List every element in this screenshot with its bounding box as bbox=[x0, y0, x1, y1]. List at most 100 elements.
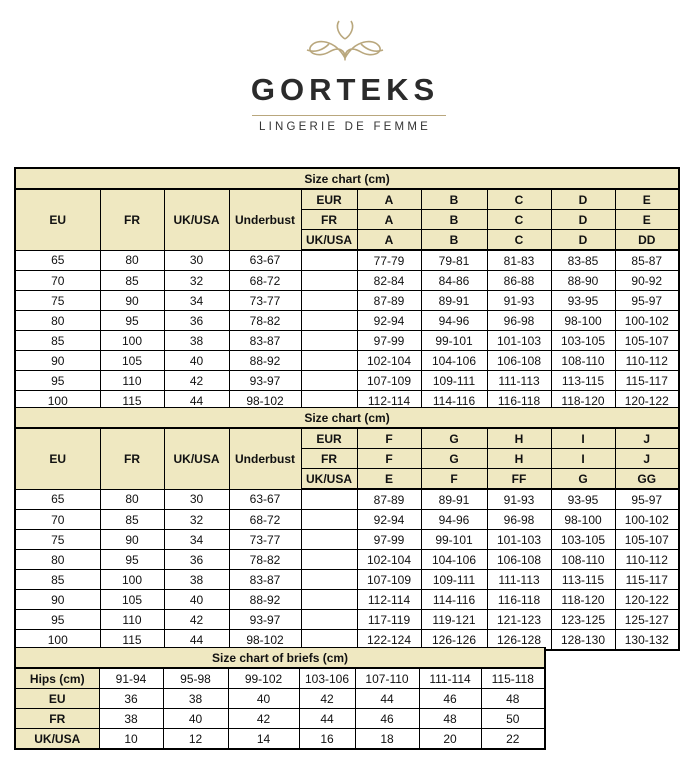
table-cell: 80 bbox=[14, 549, 101, 570]
table-cell: 42 bbox=[227, 708, 300, 729]
table-cell: 112-114 bbox=[356, 390, 422, 412]
table-cell: 89-91 bbox=[420, 290, 488, 311]
cup-size-header: J bbox=[614, 448, 680, 469]
table-cell: 14 bbox=[227, 728, 300, 750]
table-cell: 90-92 bbox=[614, 270, 680, 291]
table-cell: 79-81 bbox=[420, 249, 488, 271]
table-cell: 32 bbox=[163, 270, 230, 291]
table-cell: 63-67 bbox=[228, 249, 302, 271]
table-row: 100 115 44 98-102 122-124 126-126 126-128 128-1… bbox=[14, 629, 680, 651]
row-header: Hips (cm) bbox=[14, 667, 100, 689]
table-cell: 111-113 bbox=[486, 370, 552, 391]
table-cell: 42 bbox=[163, 370, 230, 391]
table-cell: 98-100 bbox=[550, 310, 616, 331]
table-cell: 113-115 bbox=[550, 569, 616, 590]
table-cell: 78-82 bbox=[228, 310, 302, 331]
empty-cell bbox=[300, 509, 358, 530]
table-cell: 115 bbox=[99, 390, 165, 412]
table-cell: 89-91 bbox=[420, 488, 488, 510]
empty-cell bbox=[300, 310, 358, 331]
table-row: EU 36 38 40 42 44 46 48 bbox=[14, 688, 546, 709]
table-cell: 95-98 bbox=[162, 667, 229, 689]
table-cell: 93-95 bbox=[550, 290, 616, 311]
ornament-icon bbox=[306, 20, 384, 62]
table-cell: 70 bbox=[14, 270, 101, 291]
table-title: Size chart (cm) bbox=[14, 407, 680, 429]
cup-system-label: FR bbox=[300, 209, 358, 230]
table-cell: 110-112 bbox=[614, 549, 680, 570]
table-cell: 90 bbox=[99, 529, 165, 550]
table-row: 80 95 36 78-82 102-104 104-106 106-108 108-110 1… bbox=[14, 549, 680, 570]
cup-size-header: G bbox=[550, 468, 616, 490]
table-cell: 48 bbox=[480, 688, 546, 709]
table-cell: 87-89 bbox=[356, 290, 422, 311]
table-cell: 16 bbox=[298, 728, 356, 750]
cup-size-header: I bbox=[550, 427, 616, 449]
table-cell: 83-87 bbox=[228, 330, 302, 351]
table-cell: 95 bbox=[14, 609, 101, 630]
table-cell: 92-94 bbox=[356, 310, 422, 331]
table-cell: 119-121 bbox=[420, 609, 488, 630]
cup-system-label: EUR bbox=[300, 427, 358, 449]
table-cell: 115-117 bbox=[614, 569, 680, 590]
table-cell: 70 bbox=[14, 509, 101, 530]
cup-size-header: G bbox=[420, 427, 488, 449]
table-row: 75 90 34 73-77 97-99 99-101 101-103 103-105 105-… bbox=[14, 529, 680, 550]
cup-size-header: F bbox=[356, 448, 422, 469]
table-row: 65 80 30 63-67 87-89 89-91 91-93 93-95 95-97 bbox=[14, 488, 680, 510]
table-cell: 100-102 bbox=[614, 310, 680, 331]
column-header: EU bbox=[14, 427, 101, 490]
table-cell: 100-102 bbox=[614, 509, 680, 530]
table-cell: 73-77 bbox=[228, 529, 302, 550]
table-cell: 46 bbox=[354, 708, 420, 729]
cup-size-header: C bbox=[486, 188, 552, 210]
table-cell: 99-102 bbox=[227, 667, 300, 689]
empty-cell bbox=[300, 589, 358, 610]
table-cell: 78-82 bbox=[228, 549, 302, 570]
table-cell: 109-111 bbox=[420, 569, 488, 590]
logo-divider bbox=[252, 115, 446, 116]
table-cell: 123-125 bbox=[550, 609, 616, 630]
table-row: 85 100 38 83-87 97-99 99-101 101-103 103-105 105… bbox=[14, 330, 680, 351]
table-cell: 88-92 bbox=[228, 589, 302, 610]
table-cell: 126-128 bbox=[486, 629, 552, 651]
table-cell: 97-99 bbox=[356, 330, 422, 351]
cup-size-header: G bbox=[420, 448, 488, 469]
bra-size-table-2: Size chart (cm) EU FR UK/USA Underbust EUR F G H… bbox=[14, 407, 681, 651]
table-title: Size chart of briefs (cm) bbox=[14, 647, 546, 669]
table-cell: 85-87 bbox=[614, 249, 680, 271]
table-cell: 97-99 bbox=[356, 529, 422, 550]
empty-cell bbox=[300, 290, 358, 311]
table-cell: 68-72 bbox=[228, 509, 302, 530]
table-cell: 93-95 bbox=[550, 488, 616, 510]
column-header: EU bbox=[14, 188, 101, 251]
table-cell: 105 bbox=[99, 350, 165, 371]
column-header: FR bbox=[99, 427, 165, 490]
empty-cell bbox=[300, 529, 358, 550]
table-cell: 104-106 bbox=[420, 350, 488, 371]
table-cell: 104-106 bbox=[420, 549, 488, 570]
cup-size-header: DD bbox=[614, 229, 680, 251]
brand-name: GORTEKS bbox=[250, 72, 440, 107]
table-row: Hips (cm) 91-94 95-98 99-102 103-106 107-110 1… bbox=[14, 667, 546, 689]
cup-size-header: B bbox=[420, 209, 488, 230]
table-cell: 95 bbox=[99, 549, 165, 570]
brand-tagline: LINGERIE DE FEMME bbox=[259, 121, 431, 133]
table-cell: 95-97 bbox=[614, 488, 680, 510]
table-cell: 36 bbox=[163, 549, 230, 570]
table-cell: 82-84 bbox=[356, 270, 422, 291]
table-row: 95 110 42 93-97 107-109 109-111 111-113 113-115… bbox=[14, 370, 680, 391]
table-cell: 88-92 bbox=[228, 350, 302, 371]
table-row: 70 85 32 68-72 82-84 84-86 86-88 88-90 90-92 bbox=[14, 270, 680, 291]
empty-cell bbox=[300, 569, 358, 590]
cup-system-label: EUR bbox=[300, 188, 358, 210]
table-cell: 83-87 bbox=[228, 569, 302, 590]
table-cell: 63-67 bbox=[228, 488, 302, 510]
table-cell: 122-124 bbox=[356, 629, 422, 651]
table-cell: 105 bbox=[99, 589, 165, 610]
briefs-size-table: Size chart of briefs (cm) Hips (cm) 91-94 9… bbox=[14, 647, 547, 750]
table-cell: 77-79 bbox=[356, 249, 422, 271]
table-cell: 118-120 bbox=[550, 589, 616, 610]
table-cell: 93-97 bbox=[228, 370, 302, 391]
table-cell: 91-93 bbox=[486, 488, 552, 510]
